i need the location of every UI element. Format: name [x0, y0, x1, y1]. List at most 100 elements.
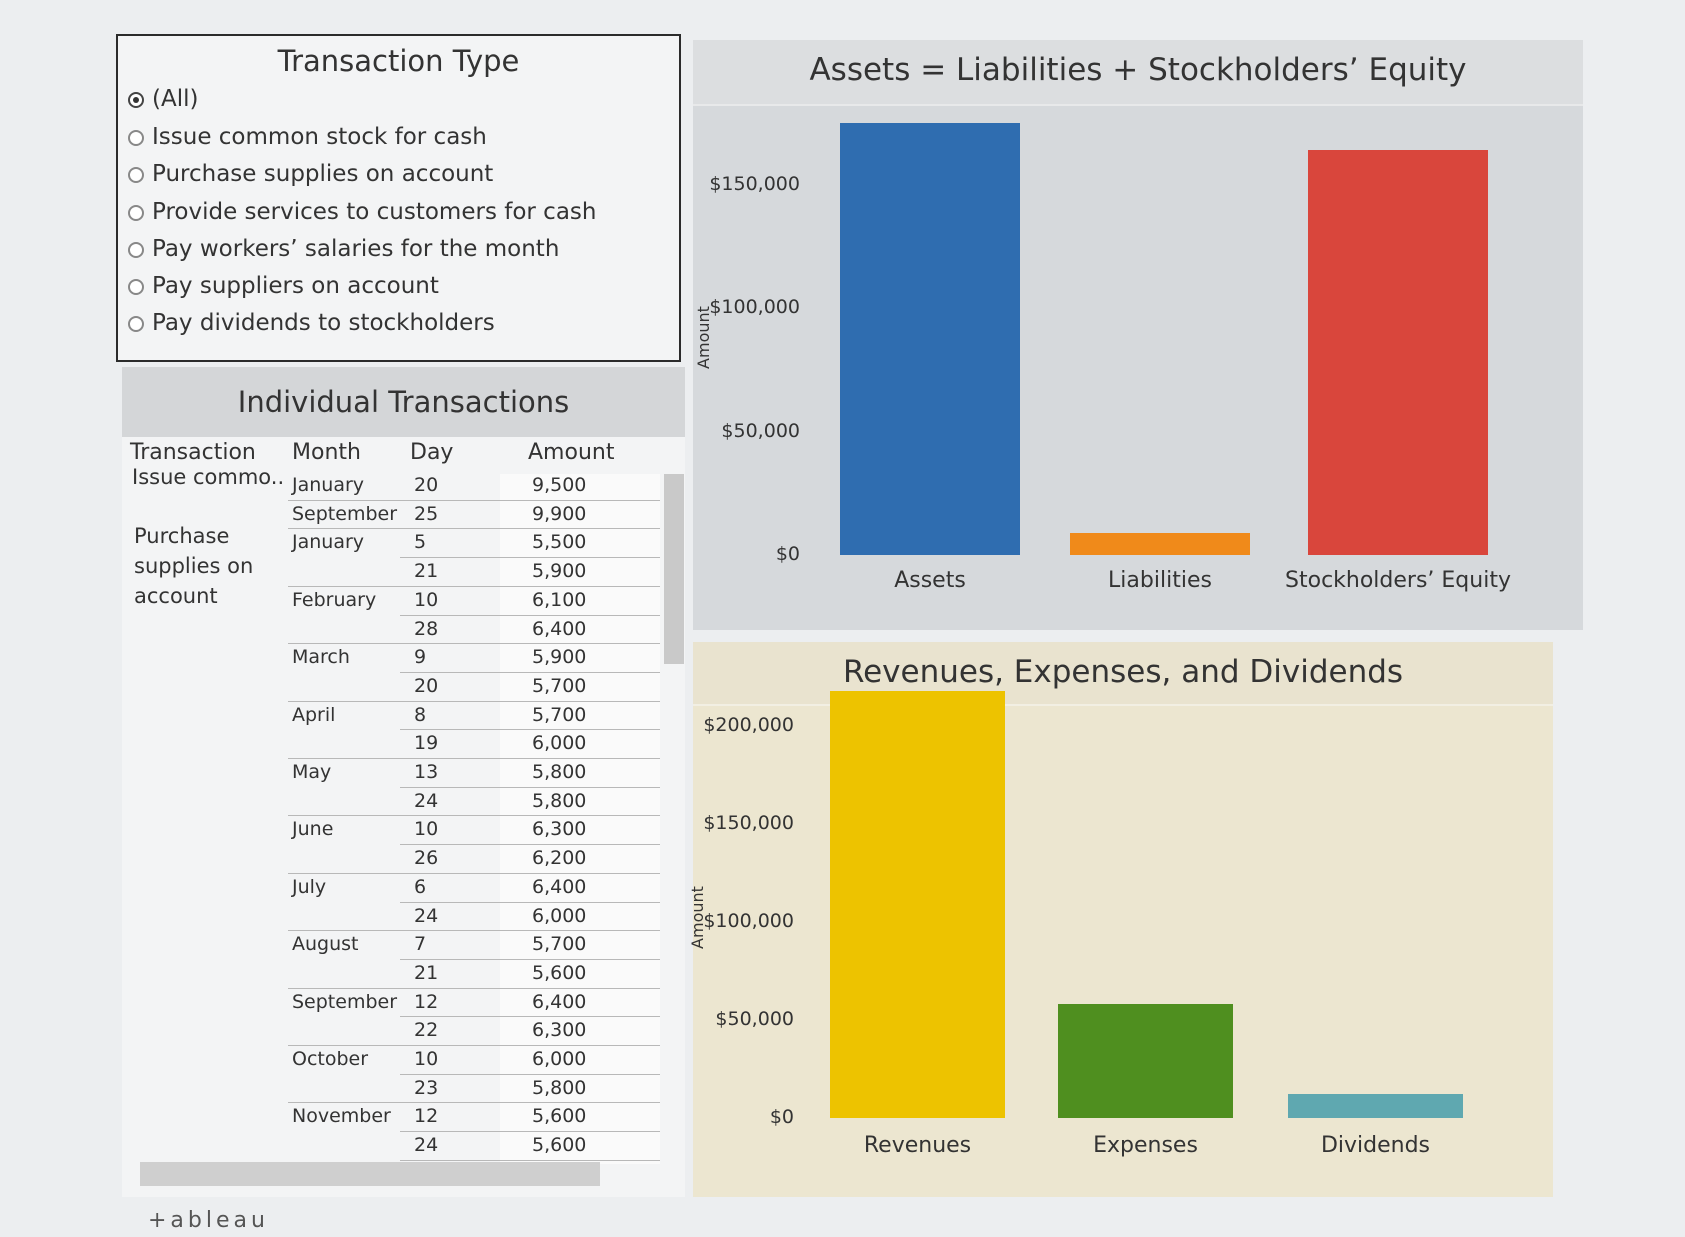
cell-amount: 6,100 [532, 588, 587, 611]
row-divider [400, 844, 660, 846]
col-header-transaction[interactable]: Transaction [130, 440, 256, 465]
month-divider [288, 643, 400, 645]
month-divider [288, 758, 400, 759]
row-divider [400, 557, 660, 559]
cell-amount: 5,700 [532, 703, 587, 726]
cell-month: October [292, 1048, 369, 1070]
row-divider [400, 987, 660, 989]
x-category-label: Revenues [863, 1133, 972, 1158]
cell-day: 28 [414, 617, 439, 640]
cell-day: 24 [414, 904, 439, 927]
cell-day: 9 [414, 646, 427, 669]
filter-option-pay-dividends[interactable]: Pay dividends to stockholders [128, 310, 495, 336]
cell-amount: 5,700 [532, 674, 587, 697]
cell-day: 13 [414, 761, 439, 783]
month-divider [288, 930, 400, 932]
vertical-scrollbar[interactable] [664, 474, 684, 664]
group-label-purchase-supplies: account [134, 584, 218, 608]
group-label-issue-stock: Issue commo.. [132, 465, 285, 489]
col-header-amount[interactable]: Amount [528, 440, 615, 465]
y-tick-label: $50,000 [721, 419, 800, 442]
cell-month: May [292, 761, 332, 783]
col-header-day[interactable]: Day [410, 440, 454, 465]
col-header-month[interactable]: Month [292, 440, 361, 465]
cell-month: August [292, 933, 359, 956]
radio-icon[interactable] [128, 166, 144, 183]
cell-day: 10 [414, 818, 439, 841]
y-tick-label: $150,000 [709, 173, 800, 195]
radio-icon[interactable] [128, 129, 144, 146]
bar-revenues[interactable] [830, 690, 1005, 1118]
filter-option-purchase-supplies[interactable]: Purchase supplies on account [128, 161, 493, 187]
transaction-type-filter: Transaction Type (All) Issue common stoc… [116, 34, 681, 362]
cell-amount: 6,400 [532, 990, 587, 1013]
radio-icon[interactable] [128, 315, 144, 332]
transactions-header: Individual Transactions [122, 367, 685, 437]
cell-day: 25 [414, 502, 439, 525]
row-divider [400, 528, 660, 530]
cell-month: November [292, 1105, 391, 1128]
filter-option-pay-salaries[interactable]: Pay workers’ salaries for the month [128, 236, 559, 262]
row-divider [400, 901, 660, 903]
cell-amount: 5,800 [532, 761, 587, 783]
bar-stockholders-equity[interactable] [1308, 150, 1488, 555]
radio-icon[interactable] [128, 241, 144, 258]
month-divider [288, 585, 400, 587]
filter-option-pay-suppliers[interactable]: Pay suppliers on account [128, 273, 439, 299]
x-category-label: Dividends [1320, 1133, 1431, 1158]
tableau-logo: +ableau [148, 1208, 269, 1233]
radio-icon[interactable] [128, 204, 144, 221]
cell-day: 24 [414, 1134, 439, 1157]
cell-amount: 6,300 [532, 818, 587, 841]
cell-month: April [292, 703, 336, 726]
cell-day: 12 [414, 1105, 439, 1128]
row-divider [400, 1102, 660, 1104]
cell-amount: 6,400 [532, 617, 587, 640]
bar-expenses[interactable] [1058, 1004, 1233, 1118]
row-divider [400, 1131, 660, 1133]
cell-day: 8 [414, 703, 427, 726]
filter-option-provide-services[interactable]: Provide services to customers for cash [128, 199, 596, 225]
y-tick-label: $0 [775, 543, 800, 565]
cell-day: 20 [414, 674, 439, 697]
cell-amount: 5,500 [532, 531, 587, 554]
row-divider [400, 930, 660, 932]
y-axis-label: Amount [693, 306, 713, 369]
cell-amount: 6,000 [532, 1048, 587, 1070]
row-divider [400, 872, 660, 874]
cell-amount: 9,500 [532, 474, 587, 496]
cell-month: September [292, 502, 398, 525]
bar-assets[interactable] [840, 123, 1020, 555]
horizontal-scrollbar[interactable] [140, 1162, 600, 1186]
cell-amount: 6,400 [532, 875, 587, 898]
row-divider [400, 1016, 660, 1018]
balance-chart-title: Assets = Liabilities + Stockholders’ Equ… [809, 52, 1467, 88]
filter-option-all[interactable]: (All) [128, 86, 198, 112]
filter-option-issue-stock[interactable]: Issue common stock for cash [128, 124, 487, 150]
row-divider [400, 643, 660, 645]
cell-amount: 6,200 [532, 847, 587, 870]
row-divider [400, 700, 660, 702]
row-divider [400, 758, 660, 759]
cell-day: 10 [414, 588, 439, 611]
cell-month: September [292, 990, 398, 1013]
bar-dividends[interactable] [1288, 1094, 1463, 1118]
cell-month: February [292, 588, 377, 611]
radio-selected-icon[interactable] [128, 91, 144, 108]
row-divider [400, 1073, 660, 1075]
cell-day: 23 [414, 1076, 439, 1099]
row-divider [400, 585, 660, 587]
row-divider [400, 1159, 660, 1161]
cell-amount: 5,900 [532, 560, 587, 583]
cell-day: 22 [414, 1019, 439, 1042]
bar-liabilities[interactable] [1070, 532, 1250, 555]
row-divider [400, 499, 660, 501]
x-category-label: Stockholders’ Equity [1285, 568, 1511, 593]
radio-icon[interactable] [128, 278, 144, 295]
balance-chart-header-bg [693, 40, 1583, 106]
cell-day: 21 [414, 961, 439, 984]
month-divider [288, 528, 400, 530]
row-divider [400, 786, 660, 788]
cell-day: 5 [414, 531, 427, 554]
cell-day: 12 [414, 990, 439, 1013]
